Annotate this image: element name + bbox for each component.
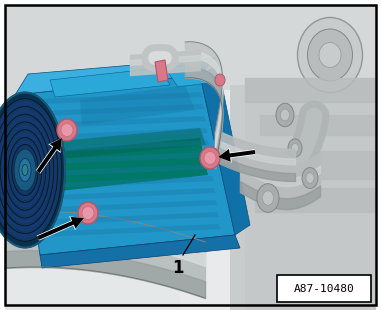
Ellipse shape	[14, 149, 36, 191]
Ellipse shape	[15, 151, 35, 189]
Ellipse shape	[19, 158, 31, 181]
Ellipse shape	[306, 173, 314, 183]
Ellipse shape	[204, 152, 216, 165]
Ellipse shape	[12, 144, 38, 196]
Polygon shape	[15, 75, 235, 255]
Ellipse shape	[276, 103, 294, 127]
Ellipse shape	[16, 153, 34, 187]
Ellipse shape	[0, 99, 62, 241]
Polygon shape	[5, 5, 376, 80]
Ellipse shape	[61, 123, 73, 136]
Ellipse shape	[10, 140, 40, 200]
Polygon shape	[34, 200, 218, 213]
Ellipse shape	[0, 122, 50, 218]
Polygon shape	[155, 60, 168, 82]
Ellipse shape	[13, 147, 37, 193]
Polygon shape	[15, 138, 208, 195]
Polygon shape	[28, 164, 213, 177]
Polygon shape	[165, 63, 215, 87]
Polygon shape	[26, 152, 211, 165]
Ellipse shape	[0, 106, 58, 233]
Ellipse shape	[263, 191, 274, 205]
Ellipse shape	[78, 202, 98, 224]
Polygon shape	[38, 224, 221, 237]
Polygon shape	[24, 140, 209, 153]
Text: 1: 1	[172, 259, 184, 277]
Polygon shape	[40, 235, 240, 268]
Polygon shape	[5, 200, 180, 310]
Ellipse shape	[307, 29, 352, 81]
Ellipse shape	[298, 17, 362, 92]
Polygon shape	[245, 80, 376, 310]
Polygon shape	[5, 5, 376, 100]
Polygon shape	[36, 212, 219, 225]
Ellipse shape	[4, 130, 46, 210]
Ellipse shape	[0, 114, 54, 226]
Ellipse shape	[200, 147, 220, 169]
FancyArrow shape	[37, 217, 84, 240]
Bar	[277, 275, 371, 302]
FancyArrow shape	[218, 149, 255, 162]
Ellipse shape	[0, 109, 56, 231]
Ellipse shape	[22, 165, 28, 175]
Polygon shape	[20, 116, 206, 129]
Ellipse shape	[0, 117, 52, 223]
Ellipse shape	[0, 101, 60, 239]
Polygon shape	[80, 85, 195, 125]
Polygon shape	[16, 92, 203, 105]
FancyArrow shape	[37, 216, 84, 241]
FancyArrow shape	[36, 138, 62, 174]
Polygon shape	[5, 5, 376, 310]
Ellipse shape	[57, 119, 77, 141]
Ellipse shape	[257, 184, 279, 212]
Polygon shape	[230, 85, 376, 310]
Ellipse shape	[302, 168, 318, 188]
Polygon shape	[18, 104, 204, 117]
Ellipse shape	[291, 144, 298, 153]
FancyArrow shape	[218, 148, 255, 163]
Polygon shape	[50, 68, 170, 97]
Text: A87-10480: A87-10480	[294, 284, 354, 294]
Polygon shape	[32, 188, 216, 201]
Polygon shape	[15, 128, 206, 163]
Ellipse shape	[288, 139, 302, 157]
Polygon shape	[30, 176, 214, 189]
Polygon shape	[22, 128, 208, 141]
Ellipse shape	[8, 137, 42, 202]
Polygon shape	[200, 65, 250, 235]
Ellipse shape	[6, 132, 44, 208]
Polygon shape	[15, 58, 215, 95]
FancyArrow shape	[36, 138, 62, 173]
Ellipse shape	[215, 74, 225, 86]
Ellipse shape	[0, 92, 65, 247]
Ellipse shape	[319, 42, 341, 68]
Ellipse shape	[2, 124, 48, 215]
Ellipse shape	[82, 206, 94, 219]
Ellipse shape	[280, 109, 290, 121]
